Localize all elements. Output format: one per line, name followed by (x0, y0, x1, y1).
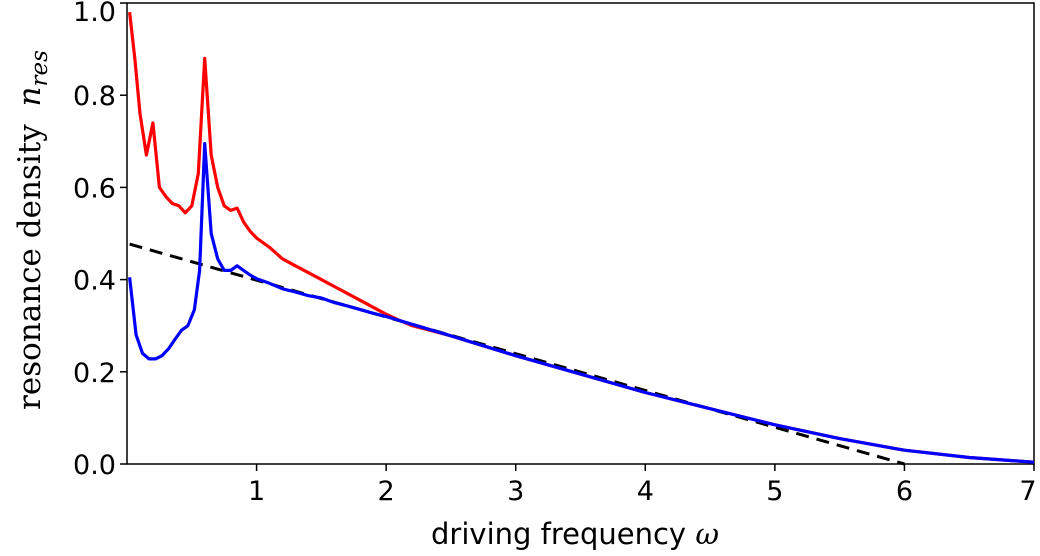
y-tick-label: 0.4 (73, 266, 116, 297)
y-tick-label: 0.6 (73, 173, 116, 204)
dashed-fit-line (129, 242, 905, 466)
plot-frame (126, 2, 1035, 465)
y-tick-label: 0.8 (73, 81, 116, 112)
blue-series-line (128, 142, 1035, 464)
x-tick-label: 5 (766, 476, 783, 507)
x-tick-label: 4 (637, 476, 654, 507)
x-tick-label: 2 (378, 476, 395, 507)
y-tick-label: 1.0 (73, 0, 116, 28)
x-tick-label: 1 (248, 476, 265, 507)
y-tick-label: 0.2 (73, 358, 116, 389)
red-series-line (128, 12, 1035, 464)
x-tick-label: 6 (896, 476, 913, 507)
x-tick-label: 7 (1019, 476, 1036, 507)
y-axis-label: resonance density nres (12, 50, 53, 410)
x-axis-label: driving frequency ω (431, 517, 719, 551)
x-tick-label: 3 (507, 476, 524, 507)
y-tick-label: 0.0 (73, 450, 116, 481)
tick-layer: 1 2 3 4 5 6 7 0.0 0.2 0.4 0.6 0.8 1.0 (73, 0, 1037, 507)
series-layer (128, 12, 1035, 466)
